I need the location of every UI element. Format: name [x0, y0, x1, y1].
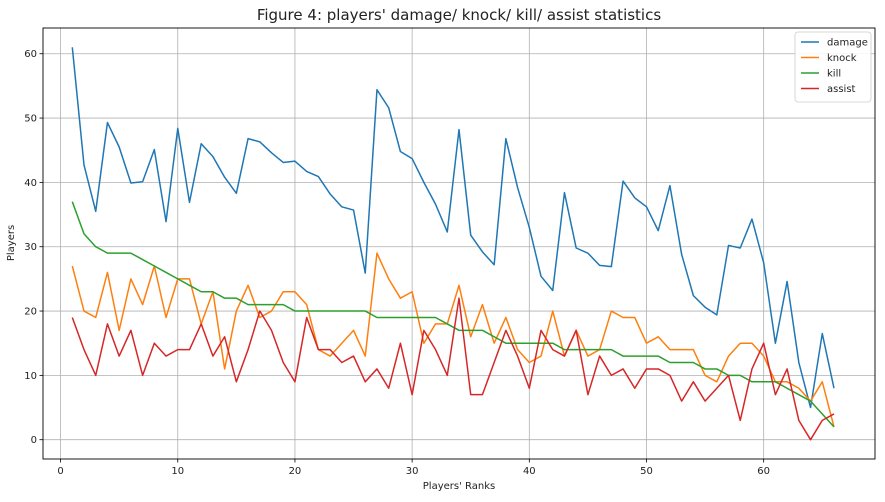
- chart-title: Figure 4: players' damage/ knock/ kill/ …: [257, 6, 662, 24]
- series-line-knock: [71, 252, 835, 428]
- y-tick-label: 20: [24, 307, 37, 318]
- x-tick-label: 10: [171, 466, 184, 477]
- x-axis-label: Players' Ranks: [423, 481, 495, 492]
- legend-label-knock: knock: [827, 53, 857, 64]
- y-tick-label: 30: [24, 242, 37, 253]
- x-tick-label: 20: [289, 466, 302, 477]
- series-line-kill: [71, 201, 835, 428]
- y-tick-label: 40: [24, 178, 37, 189]
- y-tick-label: 60: [24, 49, 37, 60]
- x-tick-label: 60: [757, 466, 770, 477]
- legend-label-kill: kill: [827, 69, 841, 80]
- legend-label-assist: assist: [827, 84, 856, 95]
- x-tick-label: 0: [57, 466, 63, 477]
- grid-lines: [43, 28, 875, 459]
- series-line-assist: [71, 297, 835, 441]
- legend-label-damage: damage: [827, 38, 868, 49]
- legend-box: [794, 31, 872, 103]
- x-tick-label: 40: [523, 466, 536, 477]
- series-line-damage: [71, 47, 835, 409]
- y-axis-label: Players: [6, 225, 17, 261]
- x-tick-label: 50: [640, 466, 653, 477]
- y-tick-label: 50: [24, 114, 37, 125]
- axes-frame: [42, 27, 876, 460]
- y-tick-label: 10: [24, 371, 37, 382]
- axis-ticks: 0 10 20 30 40 50 60 0 10 20 30 40 50 60: [24, 49, 770, 477]
- chart-legend: damage knock kill assist: [794, 31, 872, 103]
- y-tick-label: 0: [31, 435, 37, 446]
- x-tick-label: 30: [406, 466, 419, 477]
- series-lines: [71, 47, 835, 441]
